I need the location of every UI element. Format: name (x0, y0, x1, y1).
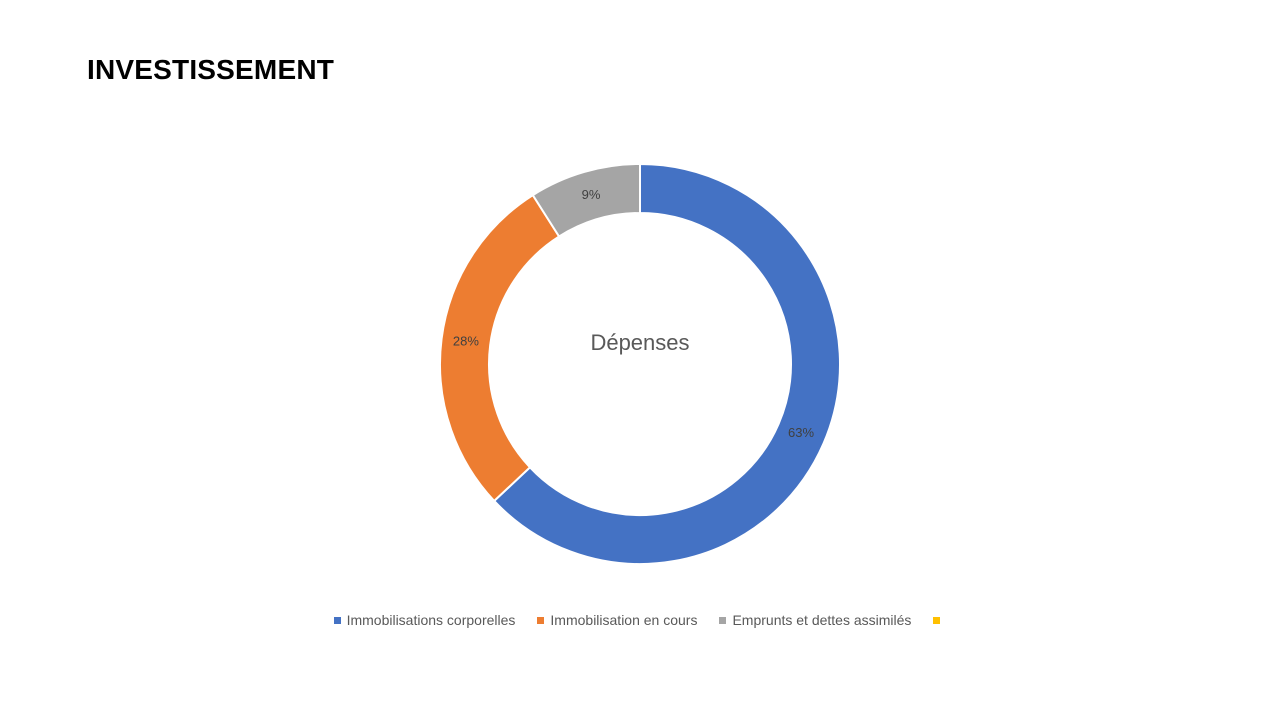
chart-legend: Immobilisations corporelles Immobilisatio… (0, 612, 1280, 628)
legend-item-1: Immobilisations corporelles (333, 612, 516, 628)
legend-swatch-4 (933, 616, 941, 624)
chart-slices (439, 162, 841, 565)
slice-3 (531, 162, 641, 238)
legend-item-2: Immobilisation en cours (537, 612, 697, 628)
data-label-2: 28% (453, 333, 479, 348)
legend-swatch-2 (537, 616, 545, 624)
legend-swatch-3 (719, 616, 727, 624)
data-label-1: 63% (788, 425, 814, 440)
legend-swatch-1 (333, 616, 341, 624)
legend-label-1: Immobilisations corporelles (346, 612, 516, 628)
legend-label-2: Immobilisation en cours (550, 612, 698, 628)
legend-item-4 (933, 616, 946, 624)
slide-title: INVESTISSEMENT (87, 54, 335, 85)
legend-label-3: Emprunts et dettes assimilés (732, 612, 912, 628)
data-label-3: 9% (582, 187, 601, 202)
chart-data-labels: 63% 28% 9% (453, 187, 815, 440)
legend-item-3: Emprunts et dettes assimilés (719, 612, 911, 628)
chart-center-label: Dépenses (590, 330, 689, 355)
slice-1 (492, 162, 841, 565)
